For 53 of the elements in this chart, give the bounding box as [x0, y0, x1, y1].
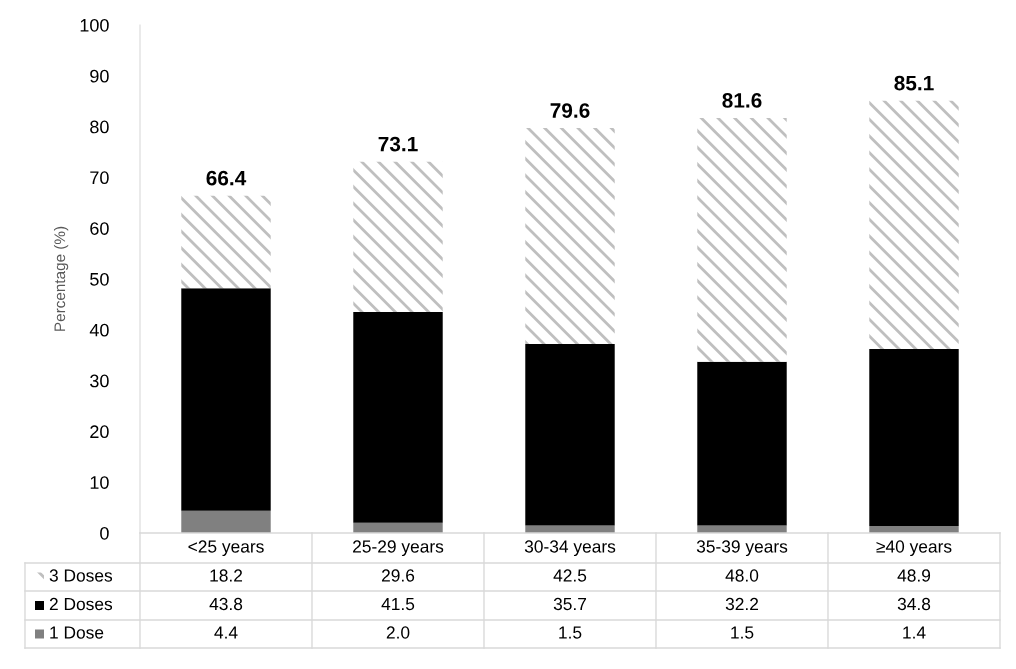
- y-tick-label: 100: [80, 18, 109, 32]
- x-tick-label: <25 years: [188, 540, 264, 557]
- bar: [525, 344, 615, 526]
- legend-label: 1 Dose: [50, 626, 104, 639]
- y-tick-label: 0: [100, 526, 109, 540]
- total-label: 81.6: [722, 93, 762, 108]
- data-label: 48.9: [897, 569, 931, 582]
- y-tick-label: 80: [90, 120, 109, 134]
- data-label: 35.7: [553, 597, 587, 611]
- data-label: 29.6: [381, 569, 415, 582]
- bar: [869, 349, 959, 526]
- total-label: 85.1: [894, 75, 934, 91]
- x-tick-label: 35-39 years: [696, 540, 788, 557]
- bar: [181, 510, 271, 533]
- legend-label: 3 Doses: [49, 569, 113, 582]
- data-label: 4.4: [214, 626, 238, 639]
- bar: [353, 161, 443, 313]
- y-tick-label: 70: [90, 171, 109, 185]
- data-label: 1.5: [559, 626, 582, 639]
- bar: [869, 100, 959, 350]
- data-label: 48.0: [725, 569, 759, 582]
- total-label: 66.4: [206, 170, 247, 186]
- total-label: 73.1: [378, 136, 418, 152]
- data-label: 43.8: [209, 597, 243, 611]
- bar: [353, 312, 443, 523]
- y-tick-label: 20: [90, 425, 109, 439]
- x-tick-label: 30-34 years: [524, 540, 616, 557]
- bar: [181, 288, 271, 511]
- y-tick-label: 60: [90, 222, 109, 235]
- x-tick-label: ≥40 years: [876, 540, 952, 557]
- legend-label: 2 Doses: [49, 597, 113, 611]
- x-tick-label: 25-29 years: [353, 540, 444, 557]
- y-tick-label: 10: [90, 476, 109, 489]
- bar: [181, 195, 271, 289]
- data-label: 34.8: [897, 597, 931, 611]
- y-tick-label: 30: [90, 374, 109, 388]
- bar: [697, 525, 787, 533]
- bar: [525, 128, 615, 345]
- data-label: 1.5: [731, 626, 754, 639]
- bar: [525, 525, 615, 533]
- data-label: 1.4: [903, 626, 926, 639]
- data-label: 32.2: [725, 597, 759, 611]
- data-label: 18.2: [210, 569, 243, 582]
- y-tick-label: 50: [90, 272, 109, 286]
- data-label: 42.5: [553, 569, 587, 582]
- bar: [697, 361, 787, 526]
- y-tick-label: 90: [90, 69, 109, 83]
- total-label: 79.6: [550, 103, 590, 118]
- y-axis-title: Percentage (%): [53, 226, 69, 331]
- data-label: 41.5: [381, 598, 415, 611]
- data-label: 2.0: [386, 626, 410, 639]
- bar: [697, 117, 787, 362]
- y-tick-label: 40: [89, 323, 109, 337]
